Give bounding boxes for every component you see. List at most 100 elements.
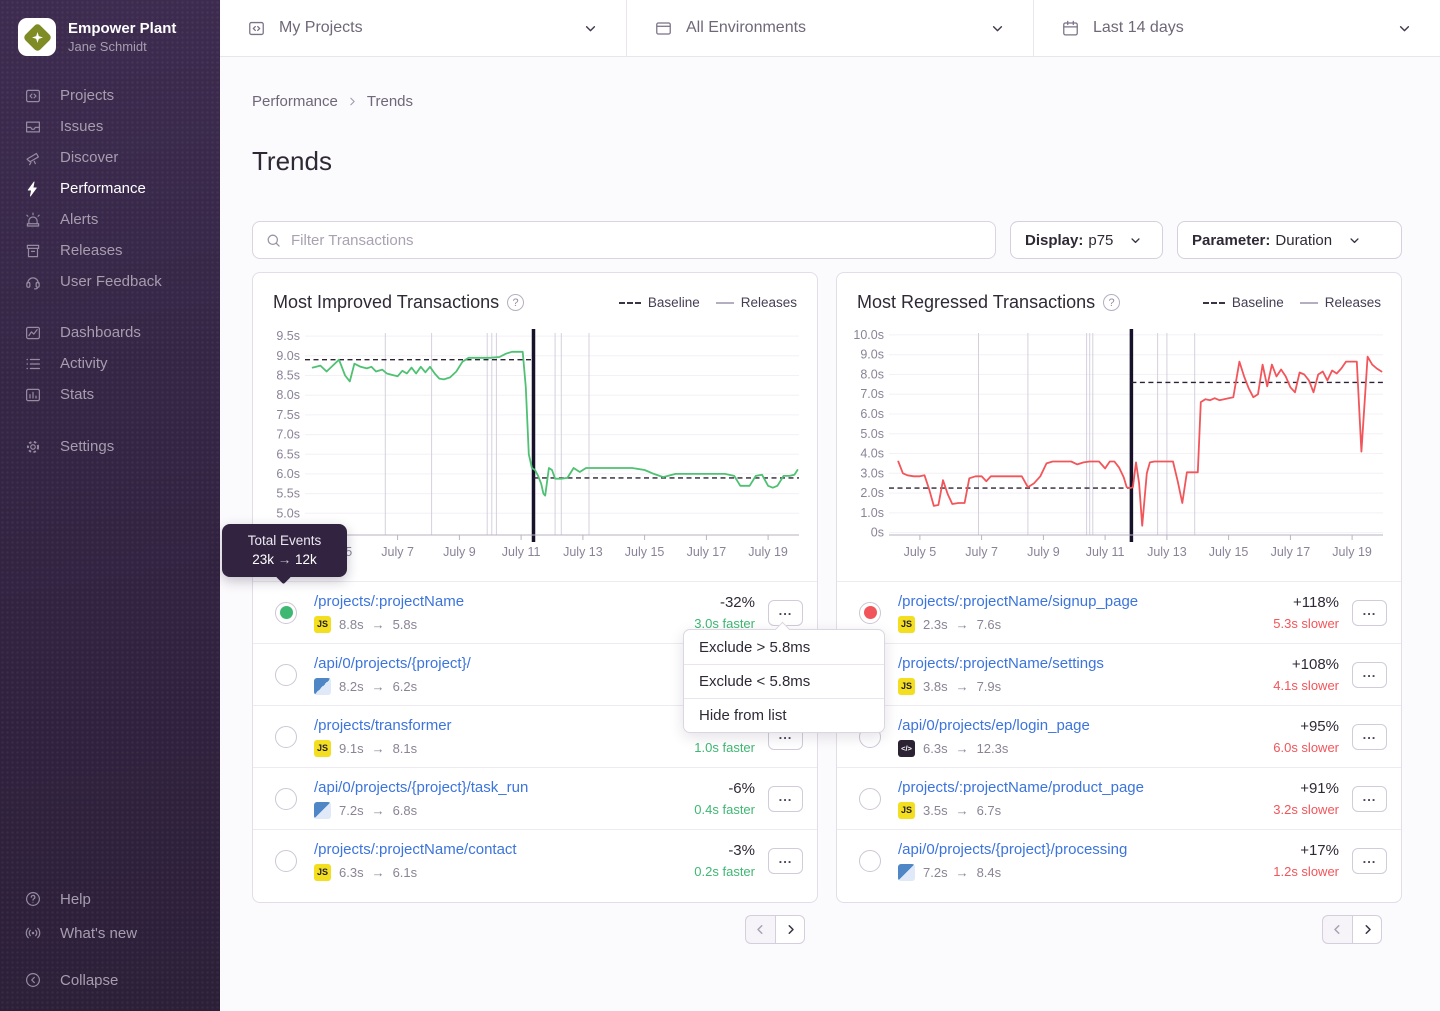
duration-after: 5.8s <box>392 616 418 632</box>
transaction-row: /api/0/projects/{project}/ 8.2s → 6.2s <box>253 643 817 705</box>
broadcast-icon <box>23 923 43 943</box>
arrow-right-icon: → <box>955 740 969 756</box>
sidebar-item-user-feedback[interactable]: User Feedback <box>0 266 220 297</box>
sidebar-item-stats[interactable]: Stats <box>0 379 220 410</box>
chart-legend: Baseline Releases <box>618 295 797 310</box>
sidebar-item-issues[interactable]: Issues <box>0 111 220 142</box>
sidebar-item-label: Settings <box>60 438 115 455</box>
project-selector-value: My Projects <box>279 19 363 36</box>
sidebar-item-releases[interactable]: Releases <box>0 235 220 266</box>
arrow-right-icon: → <box>371 616 385 632</box>
parameter-select-value: Duration <box>1275 231 1333 249</box>
date-range-selector[interactable]: Last 14 days <box>1034 0 1440 56</box>
breadcrumb-performance[interactable]: Performance <box>252 93 338 110</box>
sidebar-item-dashboards[interactable]: Dashboards <box>0 317 220 348</box>
transaction-link[interactable]: /projects/:projectName/contact <box>314 840 517 858</box>
chevron-down-icon <box>1128 233 1143 248</box>
sidebar-item-help[interactable]: Help <box>0 882 220 916</box>
regressed-trend-chart[interactable]: 10.0s 9.0s 8.0s 7.0s 6.0s 5.0s 4.0s 3.0s 2.0s 1.0… <box>841 321 1393 571</box>
sidebar-item-performance[interactable]: Performance <box>0 173 220 204</box>
transaction-radio[interactable] <box>275 787 297 810</box>
transaction-menu-button[interactable]: ... <box>1352 785 1387 812</box>
next-page-button[interactable] <box>775 915 805 944</box>
duration-before: 8.2s <box>339 678 364 694</box>
transaction-row: /projects/:projectName/settings JS 3.8s … <box>837 643 1401 705</box>
javascript-icon: JS <box>898 615 915 633</box>
arrow-right-icon: → <box>955 802 969 818</box>
arrow-right-icon: → <box>955 678 969 694</box>
transaction-link[interactable]: /projects/:projectName/settings <box>898 654 1104 672</box>
settings-gear-icon <box>23 437 43 457</box>
transaction-link[interactable]: /projects/:projectName <box>314 592 465 610</box>
menu-item-exclude-greater[interactable]: Exclude > 5.8ms <box>699 638 811 656</box>
sidebar-item-label: Collapse <box>60 971 119 989</box>
sidebar-item-label: Discover <box>60 149 119 166</box>
svg-text:7.0s: 7.0s <box>276 428 300 442</box>
improved-transaction-list: /projects/:projectName JS 8.8s → 5.8s -3… <box>253 581 817 891</box>
transaction-menu-button[interactable]: ... <box>768 785 803 812</box>
transaction-radio[interactable] <box>859 787 881 810</box>
improved-trend-chart[interactable]: 9.5s 9.0s 8.5s 8.0s 7.5s 7.0s 6.5s 6.0s 5.5s 5.0s… <box>257 321 809 571</box>
project-selector[interactable]: My Projects <box>220 0 627 56</box>
transaction-search[interactable] <box>252 221 996 259</box>
total-events-tooltip: Total Events 23k → 12k <box>222 524 347 585</box>
breadcrumb: Performance Trends <box>252 93 413 110</box>
sidebar-item-alerts[interactable]: Alerts <box>0 204 220 235</box>
regressed-transaction-list: /projects/:projectName/signup_page JS 2.… <box>837 581 1401 891</box>
sidebar-collapse-button[interactable]: Collapse <box>0 963 220 997</box>
sidebar-item-whats-new[interactable]: What's new <box>0 916 220 950</box>
transaction-menu-button[interactable]: ... <box>1352 661 1387 688</box>
previous-page-button[interactable] <box>1322 915 1352 944</box>
most-regressed-panel: Most Regressed Transactions ? Baseline R… <box>836 272 1402 903</box>
duration-before: 7.2s <box>923 864 948 880</box>
svg-text:6.5s: 6.5s <box>276 447 300 461</box>
svg-text:9.0s: 9.0s <box>860 348 884 362</box>
help-icon[interactable]: ? <box>507 294 525 311</box>
previous-page-button[interactable] <box>745 915 775 944</box>
transaction-row: /api/0/projects/{project}/processing 7.2… <box>837 829 1401 891</box>
sidebar-item-label: Alerts <box>60 211 99 228</box>
menu-item-hide-from-list[interactable]: Hide from list <box>684 698 884 732</box>
transaction-link[interactable]: /api/0/projects/{project}/processing <box>898 840 1128 858</box>
transaction-radio[interactable] <box>859 601 881 624</box>
sidebar-item-discover[interactable]: Discover <box>0 142 220 173</box>
breadcrumb-trends[interactable]: Trends <box>366 93 414 110</box>
transaction-link[interactable]: /projects/:projectName/signup_page <box>898 592 1139 610</box>
trend-delta: 3.0s faster <box>694 616 755 631</box>
javascript-icon: JS <box>898 677 915 695</box>
sidebar-item-settings[interactable]: Settings <box>0 431 220 462</box>
code-icon: </> <box>898 739 915 757</box>
transaction-link[interactable]: /api/0/projects/ep/login_page <box>898 716 1090 734</box>
org-switcher[interactable]: Empower Plant Jane Schmidt <box>0 0 220 80</box>
search-input[interactable] <box>291 231 983 249</box>
panel-title: Most Regressed Transactions <box>857 292 1096 312</box>
transaction-radio[interactable] <box>275 849 297 872</box>
display-select[interactable]: Display: p75 <box>1010 221 1163 259</box>
menu-item-exclude-less[interactable]: Exclude < 5.8ms <box>684 664 884 698</box>
sidebar-item-activity[interactable]: Activity <box>0 348 220 379</box>
sidebar-item-label: Stats <box>60 386 95 403</box>
transaction-radio[interactable] <box>275 601 297 624</box>
svg-text:7.0s: 7.0s <box>860 387 884 401</box>
sidebar-item-label: Performance <box>60 180 146 197</box>
transaction-radio[interactable] <box>859 849 881 872</box>
svg-text:July 7: July 7 <box>965 545 998 559</box>
transaction-menu-button[interactable]: ... <box>1352 847 1387 874</box>
transaction-menu-button[interactable]: ... <box>768 599 803 626</box>
transaction-link[interactable]: /api/0/projects/{project}/task_run <box>314 778 529 796</box>
transaction-link[interactable]: /projects/:projectName/product_page <box>898 778 1144 796</box>
transaction-menu-button[interactable]: ... <box>1352 599 1387 626</box>
empower-plant-logo-icon <box>22 22 52 52</box>
sidebar-item-projects[interactable]: Projects <box>0 80 220 111</box>
environment-selector[interactable]: All Environments <box>627 0 1034 56</box>
next-page-button[interactable] <box>1352 915 1382 944</box>
parameter-select[interactable]: Parameter: Duration <box>1177 221 1402 259</box>
help-icon[interactable]: ? <box>1103 294 1121 311</box>
transaction-link[interactable]: /projects/transformer <box>314 716 452 734</box>
svg-text:4.0s: 4.0s <box>860 447 884 461</box>
transaction-radio[interactable] <box>275 663 297 686</box>
transaction-menu-button[interactable]: ... <box>768 847 803 874</box>
transaction-menu-button[interactable]: ... <box>1352 723 1387 750</box>
transaction-radio[interactable] <box>275 725 297 748</box>
transaction-link[interactable]: /api/0/projects/{project}/ <box>314 654 471 672</box>
